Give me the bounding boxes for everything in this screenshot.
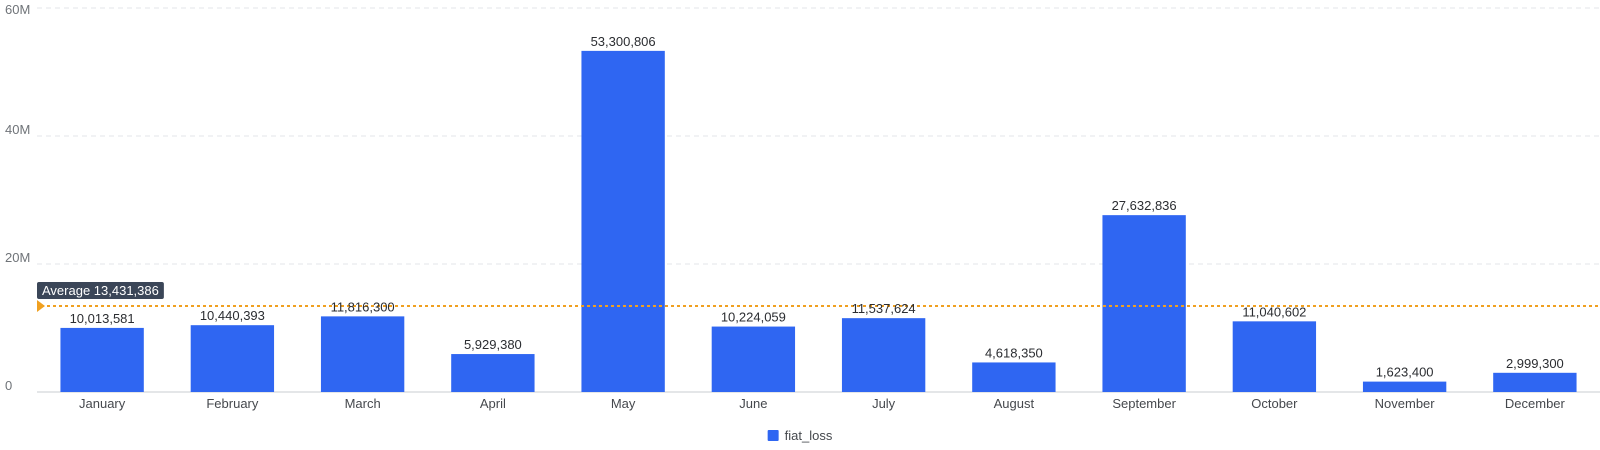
bar — [1362, 381, 1447, 392]
x-tick-label: May — [611, 396, 636, 411]
bar-value-label: 1,623,400 — [1376, 365, 1434, 380]
bar — [711, 326, 796, 392]
label-layer: 10,013,581 January 10,440,393 February 11,81… — [70, 34, 1566, 411]
average-layer: Average 13,431,386 — [37, 282, 1600, 313]
legend[interactable]: fiat_loss — [767, 428, 833, 443]
bar-value-label: 4,618,350 — [985, 345, 1043, 360]
bar — [972, 362, 1056, 392]
x-tick-label: September — [1112, 396, 1176, 411]
bar-value-label: 11,816,300 — [331, 299, 395, 314]
bar — [1493, 372, 1577, 392]
bar-value-label: 10,224,059 — [721, 310, 786, 325]
legend-label[interactable]: fiat_loss — [785, 428, 833, 443]
average-label: Average 13,431,386 — [42, 283, 159, 298]
grid-layer: 0 20M 40M 60M — [5, 2, 1600, 393]
x-tick-label: July — [872, 396, 896, 411]
bar-value-label: 11,040,602 — [1242, 304, 1306, 319]
bar-value-label: 27,632,836 — [1112, 198, 1177, 213]
bar-layer — [60, 50, 1577, 392]
bar — [190, 325, 275, 392]
y-tick-label: 60M — [5, 2, 30, 17]
x-tick-label: December — [1505, 396, 1566, 411]
x-tick-label: January — [79, 396, 126, 411]
y-tick-label: 20M — [5, 250, 30, 265]
bar — [1232, 321, 1317, 392]
legend-swatch[interactable] — [767, 430, 779, 441]
bar-value-label: 10,440,393 — [200, 308, 265, 323]
bar-value-label: 11,537,624 — [852, 301, 916, 316]
bar — [451, 354, 535, 392]
bar-value-label: 5,929,380 — [464, 337, 522, 352]
x-tick-label: February — [206, 396, 259, 411]
y-tick-label: 0 — [5, 378, 12, 393]
bar — [581, 50, 665, 392]
bar — [320, 316, 405, 392]
x-tick-label: April — [480, 396, 506, 411]
bar — [1102, 215, 1186, 392]
bar-value-label: 10,013,581 — [70, 311, 135, 326]
x-tick-label: October — [1251, 396, 1298, 411]
x-tick-label: March — [345, 396, 381, 411]
x-tick-label: November — [1375, 396, 1436, 411]
bar — [60, 327, 144, 392]
x-tick-label: August — [994, 396, 1035, 411]
x-tick-label: June — [739, 396, 767, 411]
average-marker — [37, 300, 45, 313]
bar-value-label: 2,999,300 — [1506, 356, 1564, 371]
average-badge — [37, 282, 164, 300]
bar-value-label: 53,300,806 — [591, 34, 656, 49]
y-tick-label: 40M — [5, 122, 30, 137]
bar — [841, 318, 926, 392]
